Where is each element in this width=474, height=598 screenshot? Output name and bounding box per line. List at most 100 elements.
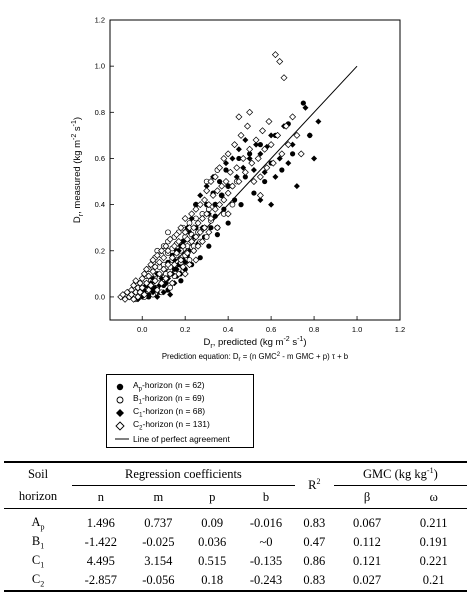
point-c2: [130, 281, 138, 289]
point-ap: [178, 278, 184, 284]
point-ap: [223, 167, 229, 173]
table-cell: 0.221: [419, 554, 448, 568]
point-c2: [155, 258, 163, 266]
point-c1: [197, 192, 204, 199]
point-ap: [216, 178, 223, 185]
point-c2: [164, 261, 172, 269]
point-c2: [134, 293, 142, 301]
point-c2: [265, 118, 273, 126]
point-c1: [242, 137, 249, 143]
table-row: B1 -1.422 -0.025 0.036 ~0 0.47 0.112 0.1…: [4, 533, 467, 552]
soil-header: Soil: [4, 461, 73, 486]
r-squared-header: R2: [294, 461, 334, 509]
point-ap: [197, 255, 203, 261]
regression-table: Soil Regression coefficients R2 GMC (kg …: [4, 461, 467, 592]
x-tick-label: 0.4: [223, 325, 233, 334]
x-axis-label: Dr, predicted (kg m-2 s-1): [204, 336, 307, 350]
point-c1: [289, 141, 296, 148]
table-cell: -0.135: [249, 554, 283, 568]
point-c1: [233, 173, 240, 180]
table-cell: 0.515: [198, 554, 227, 568]
table-cell: 1.496: [86, 516, 115, 530]
open-diamond-marker-icon: [115, 420, 131, 432]
point-c2: [149, 268, 157, 276]
point-ap: [238, 202, 244, 208]
point-c2: [289, 113, 297, 121]
y-tick-label: 0.8: [95, 108, 105, 117]
point-c2: [179, 263, 187, 271]
table-row: C1 4.495 3.154 0.515 -0.135 0.86 0.121 0…: [4, 552, 467, 571]
point-c2: [162, 274, 170, 282]
point-c1: [268, 201, 275, 208]
point-c1: [223, 160, 229, 167]
point-c2: [192, 205, 200, 213]
point-c2: [192, 256, 200, 264]
point-c2: [203, 187, 211, 195]
point-c2: [151, 277, 159, 285]
point-c2: [166, 235, 174, 243]
point-c1: [235, 146, 242, 153]
table-cell: 0.211: [419, 516, 448, 530]
table-cell: 4.495: [86, 554, 115, 568]
table-row: Ap 1.496 0.737 0.09 -0.016 0.83 0.067 0.…: [4, 509, 467, 534]
horizon-cell: C1: [31, 553, 45, 570]
point-c2: [175, 238, 183, 246]
point-c2: [190, 224, 198, 232]
point-c2: [228, 182, 236, 190]
point-c1: [257, 150, 264, 157]
legend-item-ap: Ap-horizon (n = 62): [115, 380, 249, 393]
table-cell: -0.056: [129, 571, 188, 592]
horizon-header: horizon: [4, 485, 73, 509]
y-tick-label: 0.4: [95, 200, 105, 209]
point-c2: [140, 291, 148, 299]
point-c2: [201, 224, 209, 232]
point-c2: [213, 187, 221, 195]
point-c2: [192, 233, 200, 241]
point-c2: [241, 168, 249, 176]
point-c2: [185, 261, 193, 269]
table-cell: -0.016: [249, 516, 283, 530]
point-c1: [188, 215, 195, 222]
table-cell: 0.21: [400, 571, 467, 592]
y-tick-label: 0.6: [95, 154, 105, 163]
legend-label: Ap-horizon (n = 62): [133, 380, 205, 393]
table-cell: -1.422: [84, 535, 117, 549]
point-ap: [300, 100, 306, 106]
point-c1: [180, 238, 187, 245]
point-c1: [160, 289, 167, 296]
point-ap: [247, 151, 253, 157]
point-c2: [196, 201, 204, 209]
point-c2: [256, 173, 264, 181]
point-c2: [224, 189, 232, 197]
point-c2: [282, 122, 290, 130]
point-c1: [158, 275, 165, 282]
point-c2: [190, 247, 198, 255]
point-c2: [181, 228, 189, 236]
point-c2: [155, 270, 163, 278]
plot-frame: [109, 19, 401, 321]
point-c2: [207, 214, 215, 222]
point-c2: [177, 256, 185, 264]
point-ap: [231, 197, 238, 203]
point-c2: [250, 178, 258, 186]
point-c1: [293, 183, 300, 190]
point-c2: [198, 214, 206, 222]
table-cell: 0.09: [201, 516, 224, 530]
point-c1: [240, 164, 247, 171]
point-b1: [203, 234, 210, 240]
point-c2: [138, 274, 146, 282]
legend-label: Line of perfect agreement: [133, 433, 230, 444]
table-cell: 0.027: [333, 571, 401, 592]
regression-coefficients-header: Regression coefficients: [72, 461, 295, 486]
point-c2: [224, 150, 232, 158]
point-c2: [248, 159, 256, 167]
point-c2: [267, 141, 275, 149]
point-c2: [233, 164, 241, 172]
point-c2: [239, 154, 247, 162]
point-c2: [271, 51, 279, 59]
table-cell: -0.243: [237, 571, 295, 592]
y-tick-label: 1.0: [95, 62, 105, 71]
filled-circle-marker-icon: [115, 381, 131, 393]
point-c1: [285, 160, 292, 167]
point-c2: [130, 295, 138, 303]
